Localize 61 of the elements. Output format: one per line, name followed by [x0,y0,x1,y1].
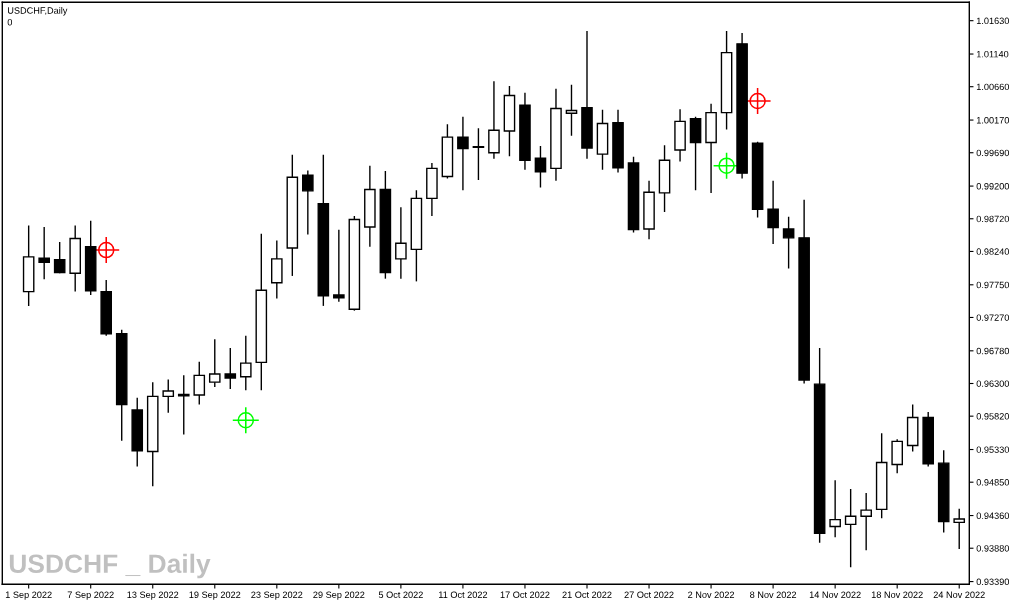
candlestick [534,145,547,189]
x-tick-label: 11 Oct 2022 [438,591,488,598]
candlestick [891,438,903,475]
y-tick-label: 0.95820 [976,413,1010,420]
chart-title: USDCHF,Daily [8,7,68,16]
candlestick [767,179,779,245]
x-tick-label: 18 Nov 2022 [871,591,923,598]
x-tick-label: 1 Sep 2022 [5,591,52,600]
candlestick [162,378,175,414]
y-tick-label: 1.01630 [976,17,1010,25]
x-tick-label: 5 Oct 2022 [378,591,423,598]
candlestick [38,226,50,281]
candlestick [488,80,500,160]
candlestick [457,115,469,191]
annotation: USDCHF _ Daily [9,553,211,579]
y-tick-label: 0.96780 [976,347,1010,355]
y-tick-label: 1.00660 [976,83,1010,91]
annotation: 0 [7,18,13,26]
candlestick [193,361,206,406]
x-tick-label: 24 Nov 2022 [933,591,985,598]
candlestick [829,479,841,539]
y-tick-label: 0.97270 [976,314,1010,321]
y-tick-label: 0.99200 [976,183,1010,190]
candlestick [844,488,857,568]
x-tick-label: 23 Sep 2022 [251,591,303,600]
x-tick-label: 7 Sep 2022 [67,591,114,600]
x-tick-label: 17 Oct 2022 [500,591,550,598]
candlestick [472,127,485,181]
x-tick-label: 21 Oct 2022 [562,591,612,598]
candlestick [239,335,252,391]
y-tick-label: 0.95330 [976,446,1010,453]
y-tick-label: 0.93390 [976,578,1010,585]
y-tick-label: 0.98240 [976,248,1010,255]
candlestick [302,169,314,236]
candlestick [224,347,237,390]
y-tick-label: 0.93880 [976,545,1010,552]
candlestick [271,239,283,300]
y-tick-label: 0.98720 [976,215,1010,223]
x-tick-label: 19 Sep 2022 [189,591,241,600]
y-tick-label: 1.00170 [976,116,1010,124]
candlestick [53,241,66,274]
candlestick [689,115,702,191]
candlestick [395,206,407,280]
candlestick [953,508,966,550]
x-tick-label: 8 Nov 2022 [750,591,797,598]
candlestick [860,492,872,551]
x-tick-label: 13 Sep 2022 [127,591,179,600]
y-tick-label: 0.96300 [976,380,1010,387]
candlestick [333,228,345,303]
x-tick-label: 2 Nov 2022 [688,591,735,598]
y-tick-label: 0.97750 [976,281,1010,289]
candlestick [565,83,578,137]
y-tick-label: 1.01140 [976,50,1009,58]
x-tick-label: 29 Sep 2022 [313,591,365,600]
x-tick-label: 27 Oct 2022 [624,591,674,598]
candlestick [782,216,795,270]
candlestick [208,338,221,388]
y-tick-label: 0.94850 [976,479,1010,486]
y-tick-label: 0.94360 [976,512,1010,519]
x-tick-label: 14 Nov 2022 [809,591,861,598]
y-tick-label: 0.99690 [976,149,1010,157]
